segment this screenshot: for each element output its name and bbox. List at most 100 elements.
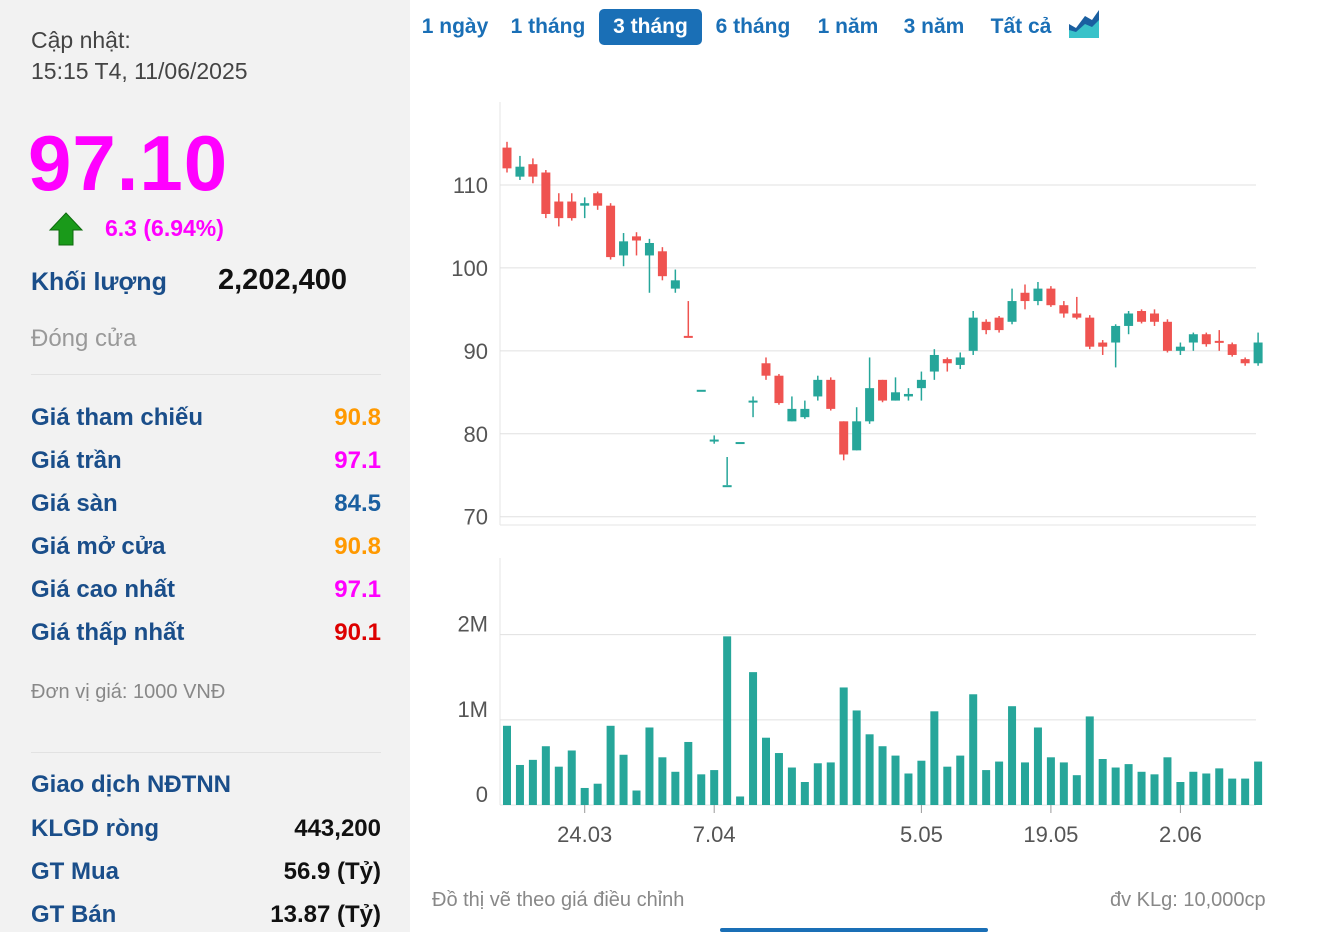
current-price: 97.10	[28, 119, 229, 207]
volume-bar	[917, 760, 926, 805]
volume-bar	[749, 672, 758, 805]
volume-bar	[930, 711, 939, 805]
close-status: Đóng cửa	[31, 325, 137, 352]
volume-bar	[1228, 778, 1237, 805]
candle-body	[1124, 313, 1134, 326]
candle-body	[644, 243, 654, 256]
foreign-row-sell-value: GT Bán 13.87 (Tỷ)	[31, 901, 381, 931]
tab-3-months[interactable]: 3 tháng	[599, 9, 702, 45]
candle-body	[968, 317, 978, 351]
candle-body	[632, 236, 641, 241]
volume-bar	[891, 755, 900, 805]
candle-body	[942, 359, 952, 364]
tab-1-month[interactable]: 1 tháng	[510, 15, 586, 38]
stat-value: 90.1	[334, 619, 381, 646]
candle-body	[1240, 359, 1250, 364]
candle-body	[528, 164, 538, 177]
area-chart-icon[interactable]	[1068, 8, 1100, 40]
volume-bar	[619, 754, 628, 805]
volume-bar	[813, 763, 822, 805]
candle-body	[567, 201, 577, 219]
candle-body	[1188, 334, 1198, 343]
stat-label: Giá thấp nhất	[31, 619, 185, 646]
volume-bar	[697, 774, 706, 805]
candle-body	[502, 147, 512, 169]
candle-body	[1098, 342, 1108, 347]
candle-body	[735, 442, 745, 445]
foreign-label: KLGD ròng	[31, 815, 159, 842]
updated-time: 15:15 T4, 11/06/2025	[31, 58, 248, 84]
stat-label: Giá sàn	[31, 490, 118, 517]
volume-bar	[1241, 778, 1250, 805]
volume-bar	[956, 755, 965, 805]
volume-bar	[658, 757, 667, 805]
volume-bar	[645, 727, 654, 805]
volume-bar	[1254, 761, 1263, 805]
candle-body	[1046, 288, 1056, 306]
candle-body	[683, 335, 693, 338]
candle-body	[1150, 313, 1159, 322]
foreign-trading-title: Giao dịch NĐTNN	[31, 771, 232, 798]
volume-bar	[554, 766, 563, 805]
candle-body	[515, 166, 525, 177]
foreign-label: GT Mua	[31, 858, 119, 885]
volume-bar	[528, 759, 537, 805]
price-tick-label: 90	[464, 339, 488, 364]
foreign-value: 443,200	[294, 815, 381, 842]
volume-bar	[1215, 768, 1224, 805]
candle-body	[1072, 313, 1082, 318]
tab-6-months[interactable]: 6 tháng	[715, 15, 791, 38]
stat-row-high: Giá cao nhất 97.1	[31, 576, 381, 606]
volume-tick-label: 1M	[457, 697, 488, 722]
candle-body	[1059, 305, 1069, 314]
price-tick-label: 100	[451, 256, 488, 281]
foreign-row-net-volume: KLGD ròng 443,200	[31, 815, 381, 845]
candle-body	[981, 321, 991, 331]
candle-body	[1253, 342, 1263, 364]
candle-body	[1137, 311, 1147, 322]
tab-3-years[interactable]: 3 năm	[903, 15, 965, 38]
volume-bar	[671, 771, 680, 805]
tab-all[interactable]: Tất cả	[990, 15, 1052, 38]
candle-body	[761, 363, 771, 376]
volume-bar	[904, 773, 913, 805]
price-tick-label: 110	[453, 173, 488, 198]
candle-body	[1162, 321, 1172, 351]
volume-bar	[1137, 771, 1146, 805]
stat-value: 97.1	[334, 576, 381, 603]
candle-body	[1214, 340, 1224, 343]
candle-body	[800, 408, 810, 418]
volume-bar	[826, 762, 835, 805]
volume-bar	[515, 764, 524, 805]
volume-bar	[736, 796, 745, 805]
candle-body	[619, 241, 629, 256]
volume-bar	[567, 750, 576, 805]
candle-body	[1007, 301, 1017, 322]
candle-body	[606, 205, 616, 258]
candle-body	[1111, 325, 1121, 343]
stat-value: 90.8	[334, 533, 381, 560]
candle-body	[1020, 292, 1030, 302]
volume-bar	[710, 770, 719, 805]
x-tick-label: 24.03	[557, 822, 612, 847]
volume-bar	[503, 725, 511, 805]
candle-body	[748, 400, 758, 403]
volume-bar	[1202, 773, 1211, 805]
scroll-indicator	[720, 928, 988, 932]
volume-bar	[1163, 757, 1172, 805]
candle-body	[696, 389, 706, 392]
price-tick-label: 80	[464, 422, 488, 447]
candle-body	[1201, 334, 1211, 345]
volume-bar	[1150, 774, 1159, 805]
foreign-row-buy-value: GT Mua 56.9 (Tỷ)	[31, 858, 381, 888]
volume-bar	[541, 746, 550, 805]
stat-row-ceiling: Giá trần 97.1	[31, 447, 381, 477]
volume-bar	[762, 737, 770, 805]
candle-body	[826, 379, 836, 409]
chart-note: Đồ thị vẽ theo giá điều chỉnh	[432, 889, 685, 911]
candle-body	[670, 280, 680, 289]
volume-bar	[632, 790, 641, 805]
tab-1-day[interactable]: 1 ngày	[421, 15, 489, 38]
tab-1-year[interactable]: 1 năm	[817, 15, 879, 38]
